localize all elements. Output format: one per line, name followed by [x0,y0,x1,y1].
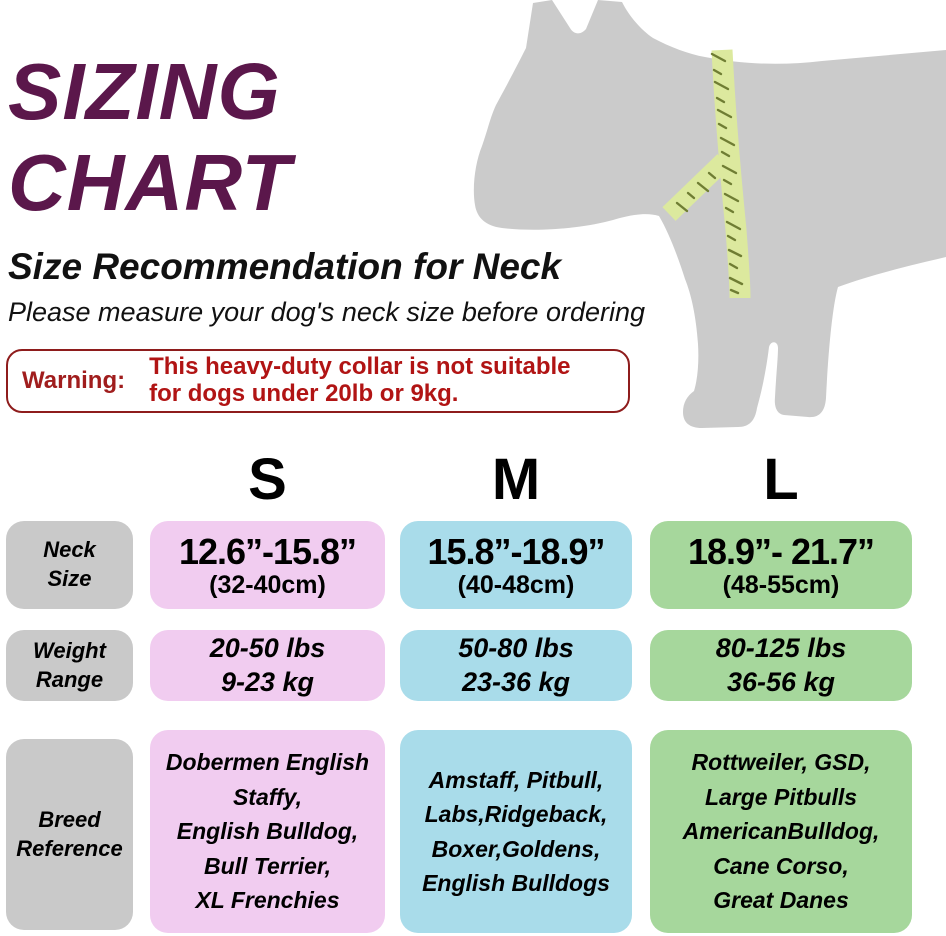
column-header-m: M [491,446,541,512]
weight-range-l-value: 80-125 lbs 36-56 kg [715,632,847,697]
neck-size-m-cm: (40-48cm) [457,570,575,599]
dog-silhouette-icon [473,0,946,428]
weight-range-s-value: 20-50 lbs 9-23 kg [209,632,326,697]
neck-size-s-cm: (32-40cm) [209,570,326,599]
breed-reference-l: Rottweiler, GSD, Large Pitbulls American… [650,730,912,933]
weight-range-m-value: 50-80 lbs 23-36 kg [458,632,574,697]
row-label-neck-size: Neck Size [6,521,133,609]
weight-range-s: 20-50 lbs 9-23 kg [150,630,385,701]
breed-reference-s-value: Dobermen English Staffy, English Bulldog… [165,749,370,914]
column-header-l: L [763,446,799,512]
measure-note: Please measure your dog's neck size befo… [8,297,646,327]
title-line-1: SIZING [8,47,281,136]
row-label-text: Weight Range [33,637,106,692]
warning-message: This heavy-duty collar is not suitable f… [149,353,571,407]
neck-size-s-inches: 12.6”-15.8” [178,531,357,573]
page-subtitle: Size Recommendation for Neck [8,246,562,287]
weight-range-m: 50-80 lbs 23-36 kg [400,630,632,701]
neck-size-l-cm: (48-55cm) [722,570,840,599]
dog-body [473,0,946,428]
measuring-tape-icon [662,49,751,299]
weight-range-l: 80-125 lbs 36-56 kg [650,630,912,701]
row-label-text: Neck Size [43,537,96,591]
warning-box: Warning: This heavy-duty collar is not s… [6,349,630,413]
neck-size-l: 18.9”- 21.7” (48-55cm) [650,521,912,609]
row-label-weight-range: Weight Range [6,630,133,701]
row-label-breed-reference: Breed Reference [6,739,133,930]
column-header-s: S [248,446,287,512]
neck-size-m-inches: 15.8”-18.9” [427,531,605,573]
dog-graphic [440,0,946,450]
page-title: SIZING CHART [8,46,292,228]
neck-size-s: 12.6”-15.8” (32-40cm) [150,521,385,609]
neck-size-m: 15.8”-18.9” (40-48cm) [400,521,632,609]
neck-size-l-inches: 18.9”- 21.7” [687,531,875,573]
breed-reference-m-value: Amstaff, Pitbull, Labs,Ridgeback, Boxer,… [422,766,610,897]
breed-reference-s: Dobermen English Staffy, English Bulldog… [150,730,385,933]
breed-reference-l-value: Rottweiler, GSD, Large Pitbulls American… [682,749,880,914]
title-line-2: CHART [8,138,292,227]
row-label-text: Breed Reference [16,806,123,861]
breed-reference-m: Amstaff, Pitbull, Labs,Ridgeback, Boxer,… [400,730,632,933]
warning-label: Warning: [22,367,126,394]
